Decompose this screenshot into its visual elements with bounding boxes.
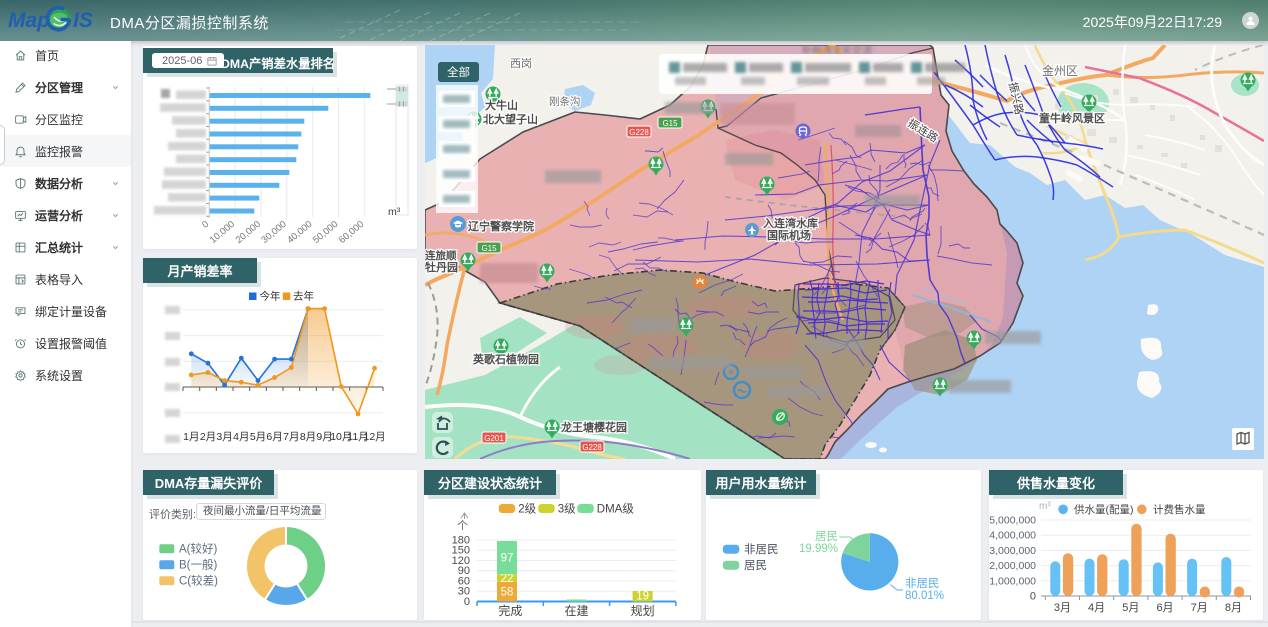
svg-text:DMA级: DMA级 [597,503,635,516]
svg-text:非居民: 非居民 [744,543,779,556]
svg-text:C(较差): C(较差) [179,574,218,588]
svg-text:5月: 5月 [1122,602,1139,614]
svg-text:10,000: 10,000 [208,219,237,245]
svg-text:7月: 7月 [283,431,299,443]
svg-text:G15: G15 [662,119,678,128]
svg-text:全部: 全部 [447,65,470,79]
svg-text:90: 90 [458,565,470,577]
svg-text:4月: 4月 [1088,602,1105,614]
svg-text:5月: 5月 [250,431,266,443]
svg-text:计费售水量: 计费售水量 [1153,503,1206,516]
svg-text:大牛山: 大牛山 [485,98,518,112]
svg-text:58: 58 [501,587,514,599]
svg-text:6月: 6月 [1156,602,1173,614]
svg-text:1,000,000: 1,000,000 [989,575,1036,587]
svg-text:40,000: 40,000 [285,219,314,245]
svg-text:4月: 4月 [233,431,249,443]
svg-text:G201: G201 [484,434,504,443]
svg-text:2,000,000: 2,000,000 [989,560,1036,572]
svg-text:8月: 8月 [300,431,316,443]
svg-text:m³: m³ [1039,501,1051,512]
svg-text:规划: 规划 [631,603,655,618]
svg-text:3月: 3月 [1054,602,1071,614]
svg-text:180: 180 [452,535,470,547]
svg-text:80.01%: 80.01% [905,590,944,602]
svg-text:m³: m³ [388,206,401,218]
svg-text:去年: 去年 [293,290,314,303]
svg-text:西岗: 西岗 [510,57,532,70]
svg-text:3,000,000: 3,000,000 [989,545,1036,557]
svg-text:150: 150 [452,545,470,557]
svg-text:IS: IS [73,9,93,32]
svg-text:B(一般): B(一般) [179,558,217,572]
svg-text:6月: 6月 [266,431,282,443]
svg-text:居民: 居民 [744,560,767,572]
svg-text:0: 0 [200,219,211,231]
svg-text:10月: 10月 [330,431,352,443]
svg-text:60,000: 60,000 [337,219,366,245]
svg-text:完成: 完成 [498,603,522,618]
svg-text:供水量(配量): 供水量(配量) [1074,503,1134,516]
svg-text:G228: G228 [629,128,649,137]
svg-text:G228: G228 [582,443,602,452]
svg-text:3级: 3级 [558,503,576,516]
svg-text:30,000: 30,000 [259,219,288,245]
svg-text:牡丹园: 牡丹园 [425,260,458,274]
svg-text:4,000,000: 4,000,000 [989,530,1036,542]
svg-text:19: 19 [636,591,649,603]
svg-text:1月: 1月 [183,431,199,443]
svg-text:个: 个 [457,519,468,532]
svg-text:9月: 9月 [316,431,332,443]
svg-text:刚条沟: 刚条沟 [549,95,581,108]
svg-text:北大望子山: 北大望子山 [483,112,538,126]
svg-text:童牛岭风景区: 童牛岭风景区 [1039,111,1105,125]
svg-text:非居民: 非居民 [905,577,940,590]
svg-text:3月: 3月 [216,431,232,443]
svg-text:入连湾水库: 入连湾水库 [763,216,818,230]
svg-text:0: 0 [464,596,470,608]
svg-text:19.99%: 19.99% [799,543,838,555]
svg-text:居民: 居民 [815,531,838,543]
svg-text:120: 120 [452,555,470,567]
svg-text:G15: G15 [481,244,497,253]
svg-text:龙王塘樱花园: 龙王塘樱花园 [560,420,627,434]
svg-text:国际机场: 国际机场 [767,228,811,242]
svg-text:在建: 在建 [564,604,588,618]
svg-text:2月: 2月 [200,431,216,443]
svg-text:12月: 12月 [364,431,386,443]
svg-text:辽宁警察学院: 辽宁警察学院 [468,219,534,233]
svg-text:20,000: 20,000 [234,219,263,245]
svg-text:英歌石植物园: 英歌石植物园 [472,352,539,366]
svg-text:60: 60 [458,576,470,588]
svg-text:2级: 2级 [518,503,536,516]
svg-text:Map: Map [8,9,50,32]
svg-text:0: 0 [1030,591,1036,603]
svg-text:5,000,000: 5,000,000 [989,515,1036,527]
svg-text:8月: 8月 [1225,602,1242,614]
svg-text:11月: 11月 [347,431,368,443]
svg-text:连旅顺: 连旅顺 [425,249,457,262]
svg-text:今年: 今年 [260,290,281,303]
svg-text:97: 97 [501,553,514,565]
svg-text:金州区: 金州区 [1042,63,1078,78]
svg-text:7月: 7月 [1191,602,1208,614]
svg-text:22: 22 [501,573,514,585]
svg-text:A(较好): A(较好) [179,542,217,556]
svg-text:50,000: 50,000 [311,219,340,245]
svg-text:30: 30 [458,586,470,598]
